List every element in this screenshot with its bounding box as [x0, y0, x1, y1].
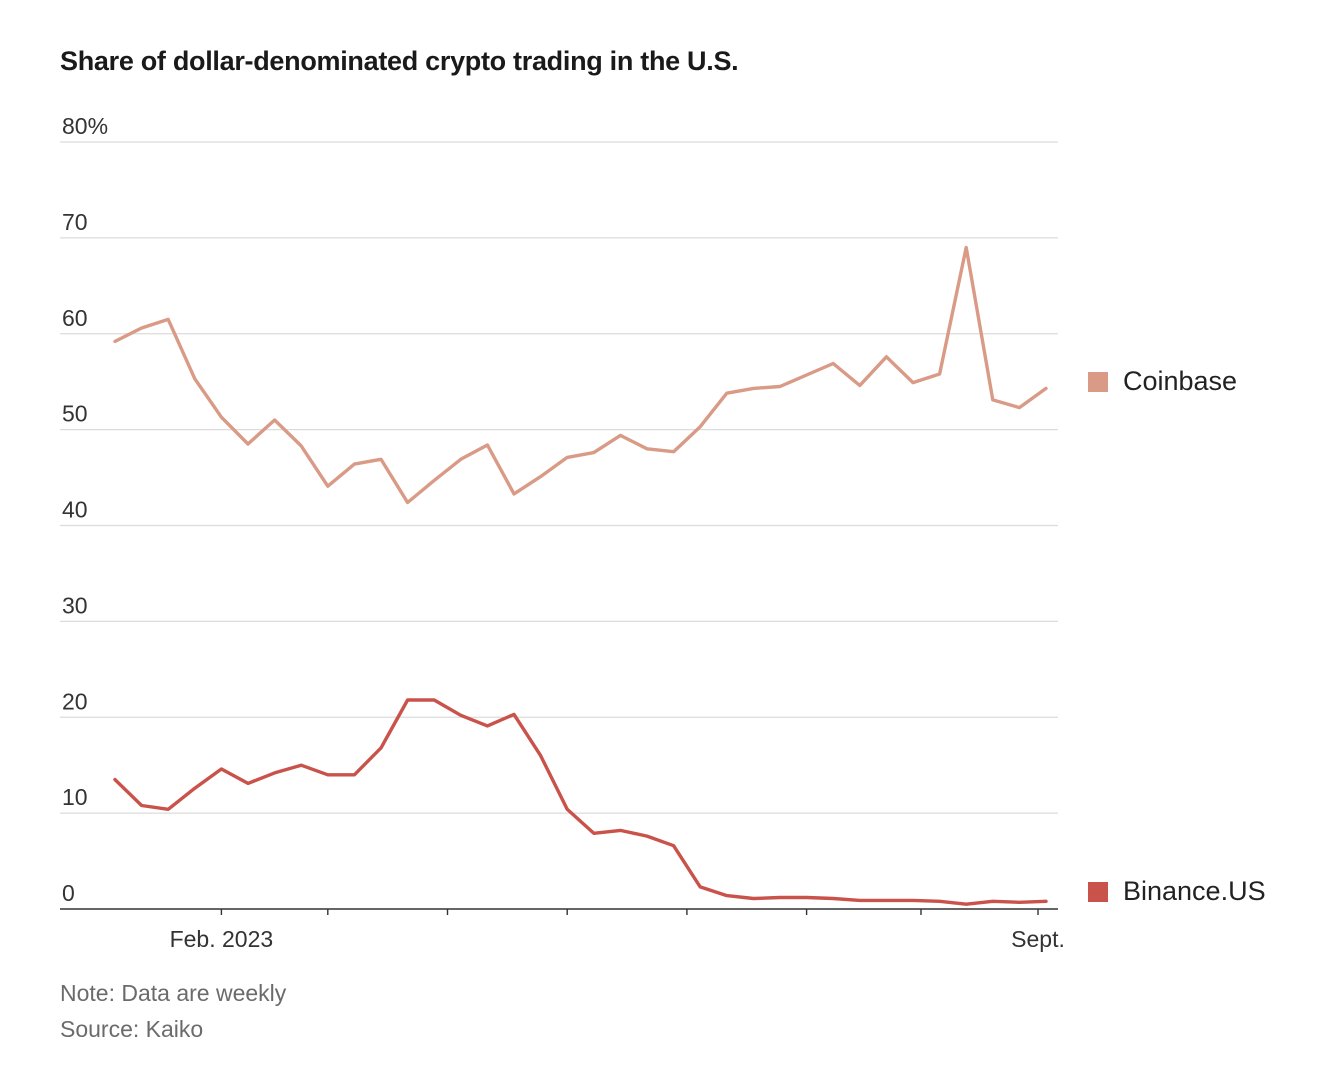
x-tick-label-feb-2023: Feb. 2023 — [170, 926, 274, 952]
y-tick-label-60: 60 — [62, 305, 88, 331]
y-axis-tick-labels: 0 10 20 30 40 50 60 70 80% — [62, 113, 108, 906]
chart-source: Source: Kaiko — [60, 1016, 204, 1042]
y-tick-label-80: 80% — [62, 113, 108, 139]
y-tick-label-20: 20 — [62, 688, 88, 714]
legend-swatch-coinbase — [1088, 371, 1108, 392]
y-tick-label-10: 10 — [62, 784, 88, 810]
y-tick-label-50: 50 — [62, 401, 88, 427]
chart-note: Note: Data are weekly — [60, 980, 287, 1006]
x-tick-label-sept-: Sept. — [1011, 926, 1065, 952]
series-lines — [113, 245, 1048, 906]
chart-title: Share of dollar-denominated crypto tradi… — [60, 46, 739, 76]
legend-label-binance: Binance.US — [1123, 876, 1266, 906]
legend-swatch-binance — [1088, 881, 1108, 902]
legend-item-binance: Binance.US — [1088, 876, 1266, 907]
legend-label-coinbase: Coinbase — [1123, 366, 1238, 396]
y-tick-label-0: 0 — [62, 880, 75, 906]
series-line-coinbase — [113, 245, 1048, 505]
y-tick-label-70: 70 — [62, 209, 88, 235]
legend-item-coinbase: Coinbase — [1088, 366, 1237, 397]
y-tick-label-30: 30 — [62, 592, 88, 618]
x-axis: Feb. 2023 Sept. — [60, 908, 1065, 952]
series-line-binance-us — [113, 698, 1048, 906]
grid-lines — [60, 141, 1058, 814]
y-tick-label-40: 40 — [62, 497, 88, 523]
